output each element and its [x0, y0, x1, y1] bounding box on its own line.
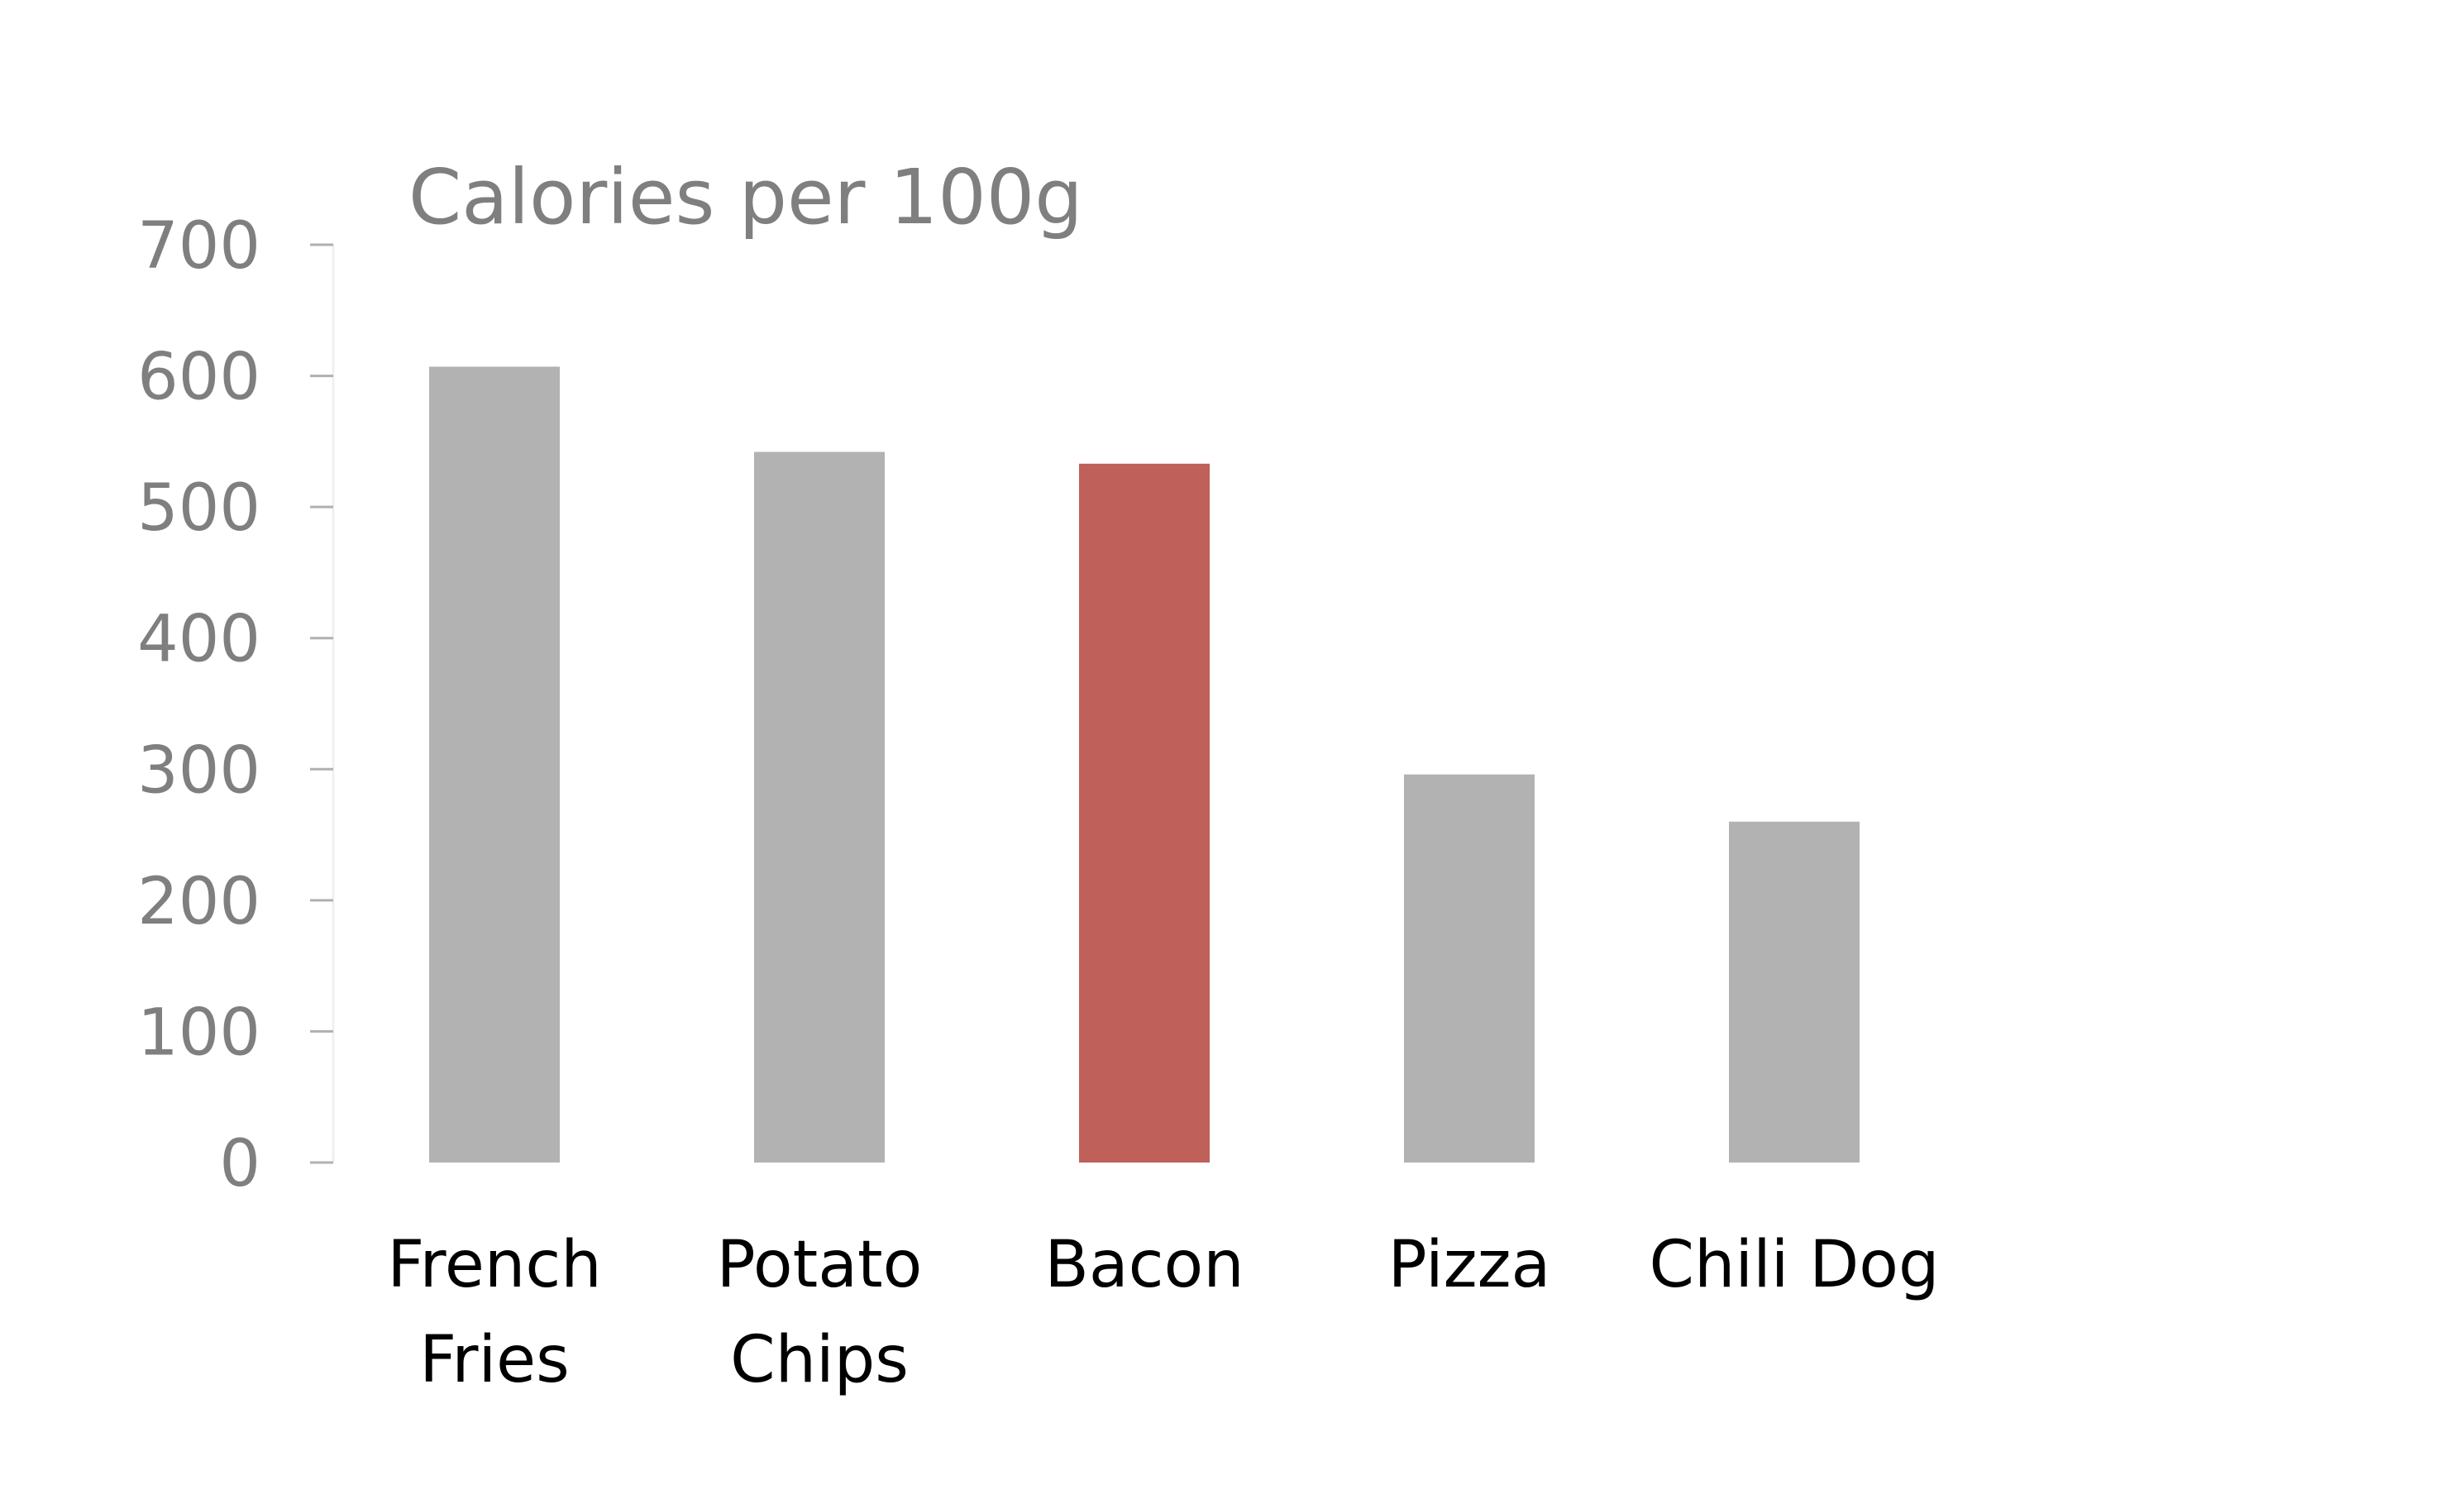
- x-tick-label: Pizza: [1388, 1228, 1551, 1302]
- x-tick-label: Bacon: [1044, 1228, 1244, 1302]
- x-tick-label: Potato: [717, 1228, 923, 1302]
- chart-title: Calories per 100g: [408, 153, 1083, 241]
- bars-group: [429, 366, 1860, 1163]
- x-tick-label: Chips: [730, 1323, 909, 1397]
- y-tick-label: 0: [219, 1127, 260, 1201]
- x-axis: French Fries Potato Chips Bacon Pizza Chili Do…: [387, 1228, 1939, 1397]
- bar-potato-chips: [754, 451, 885, 1163]
- y-tick-label: 700: [137, 209, 260, 284]
- bar-pizza: [1404, 774, 1535, 1163]
- x-tick-label: Chili Dog: [1650, 1228, 1940, 1302]
- x-tick-label: French: [387, 1228, 601, 1302]
- y-tick-label: 600: [137, 341, 260, 415]
- bar-chili-dog: [1729, 821, 1860, 1163]
- x-tick-label: Fries: [419, 1323, 570, 1397]
- y-tick-label: 200: [137, 865, 260, 939]
- y-tick-label: 100: [137, 996, 260, 1070]
- y-tick-label: 300: [137, 733, 260, 808]
- bar-french-fries: [429, 366, 560, 1163]
- y-axis: 0 100 200 300 400 500 600 700: [137, 209, 333, 1201]
- y-tick-label: 500: [137, 471, 260, 546]
- bar-bacon: [1079, 463, 1210, 1163]
- y-tick-label: 400: [137, 603, 260, 677]
